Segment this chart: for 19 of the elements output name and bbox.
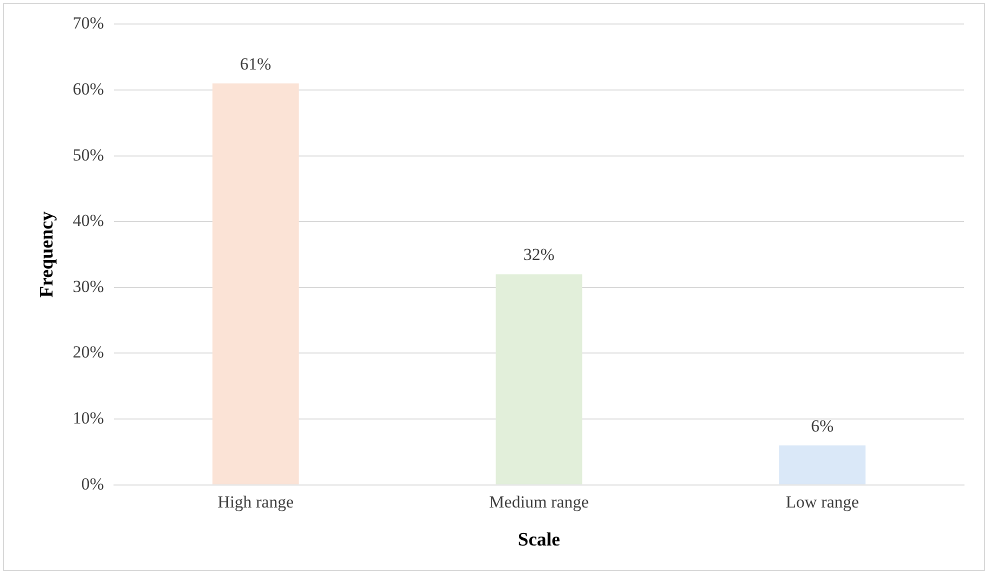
bar	[496, 274, 582, 484]
data-label: 6%	[810, 416, 834, 436]
x-axis-title: Scale	[518, 530, 560, 551]
x-tick-label: Medium range	[489, 492, 589, 512]
y-tick-label: 0%	[81, 474, 104, 494]
data-label: 32%	[523, 245, 555, 264]
y-axis-title: Frequency	[36, 210, 58, 298]
y-tick-label: 10%	[72, 408, 104, 428]
x-tick-label: Low range	[786, 492, 859, 512]
y-tick-label: 70%	[72, 14, 104, 33]
y-tick-label: 40%	[72, 211, 104, 230]
bar	[212, 83, 299, 484]
data-label: 61%	[240, 54, 272, 74]
y-tick-label: 20%	[72, 342, 104, 362]
x-tick-label: High range	[218, 492, 294, 512]
y-tick-label: 30%	[72, 276, 104, 296]
y-tick-label: 60%	[72, 79, 104, 98]
bar	[779, 445, 866, 484]
y-tick-label: 50%	[72, 145, 104, 164]
